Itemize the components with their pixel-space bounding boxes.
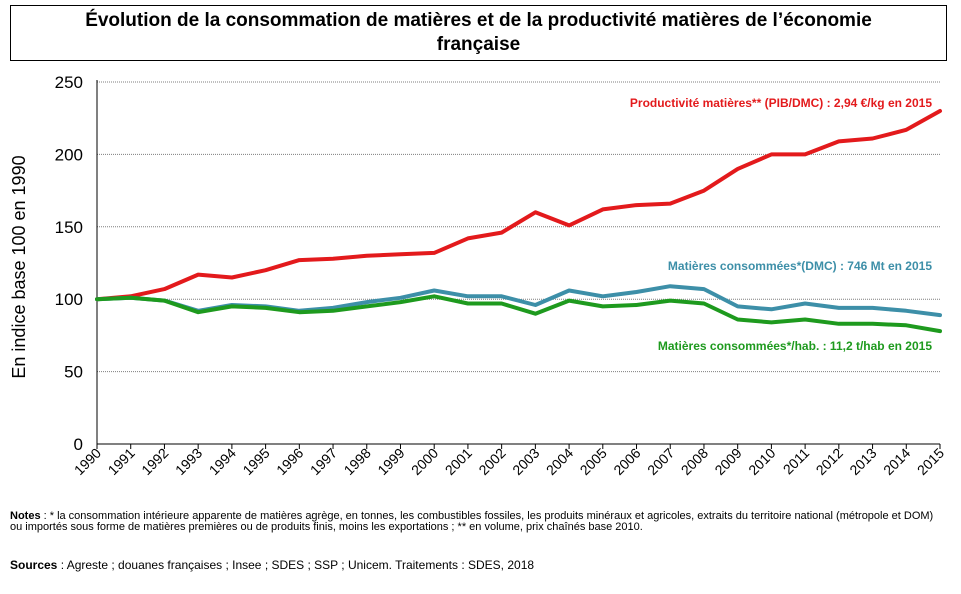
- x-tick-label-1994: 1994: [206, 445, 239, 478]
- x-tick-label-1998: 1998: [341, 445, 374, 478]
- y-tick-label-100: 100: [55, 290, 83, 309]
- x-tick-label-1999: 1999: [374, 445, 407, 478]
- x-tick-label-2015: 2015: [914, 445, 947, 478]
- x-tick-label-2007: 2007: [644, 445, 677, 478]
- sources: Sources : Agreste ; douanes françaises ;…: [10, 558, 534, 572]
- x-tick-label-1996: 1996: [273, 445, 306, 478]
- x-tick-label-2004: 2004: [543, 445, 576, 478]
- x-tick-label-2001: 2001: [442, 445, 475, 478]
- x-tick-label-1993: 1993: [172, 445, 205, 478]
- x-tick-label-2006: 2006: [610, 445, 643, 478]
- x-tick-label-1992: 1992: [138, 445, 171, 478]
- series-label-3: Matières consommées*/hab. : 11,2 t/hab e…: [658, 339, 932, 353]
- x-tick-label-2012: 2012: [813, 445, 846, 478]
- x-tick-label-2011: 2011: [780, 445, 813, 478]
- y-tick-label-150: 150: [55, 218, 83, 237]
- series-line-1: [95, 109, 942, 302]
- notes-label: Notes: [10, 510, 41, 522]
- y-tick-label-250: 250: [55, 73, 83, 92]
- x-tick-label-2014: 2014: [880, 445, 913, 478]
- sources-text: : Agreste ; douanes françaises ; Insee ;…: [57, 558, 535, 572]
- x-tick-label-2010: 2010: [745, 445, 778, 478]
- x-tick-label-2003: 2003: [509, 445, 542, 478]
- x-tick-label-1995: 1995: [239, 445, 272, 478]
- x-tick-label-1997: 1997: [307, 445, 340, 478]
- x-tick-label-1991: 1991: [104, 445, 137, 478]
- y-tick-label-50: 50: [64, 363, 83, 382]
- series-label-1: Productivité matières** (PIB/DMC) : 2,94…: [630, 96, 932, 110]
- x-tick-label-2005: 2005: [577, 445, 610, 478]
- series-label-2: Matières consommées*(DMC) : 746 Mt en 20…: [668, 259, 932, 273]
- chart-title-text: Évolution de la consommation de matières…: [85, 10, 872, 55]
- x-tick-label-2009: 2009: [711, 445, 744, 478]
- series-line-2: [95, 284, 942, 318]
- x-tick-label-2000: 2000: [408, 445, 441, 478]
- y-tick-label-0: 0: [74, 435, 83, 454]
- sources-label: Sources: [10, 558, 58, 572]
- x-tick-label-2002: 2002: [475, 445, 508, 478]
- y-axis-label: En indice base 100 en 1990: [9, 155, 29, 378]
- x-tick-label-2008: 2008: [678, 445, 711, 478]
- notes-text: : * la consommation intérieure apparente…: [10, 510, 934, 533]
- notes: Notes : * la consommation intérieure app…: [10, 511, 945, 533]
- series-line-3: [95, 294, 942, 334]
- y-tick-label-200: 200: [55, 145, 83, 164]
- chart-title: Évolution de la consommation de matières…: [10, 5, 947, 61]
- x-tick-label-2013: 2013: [846, 445, 879, 478]
